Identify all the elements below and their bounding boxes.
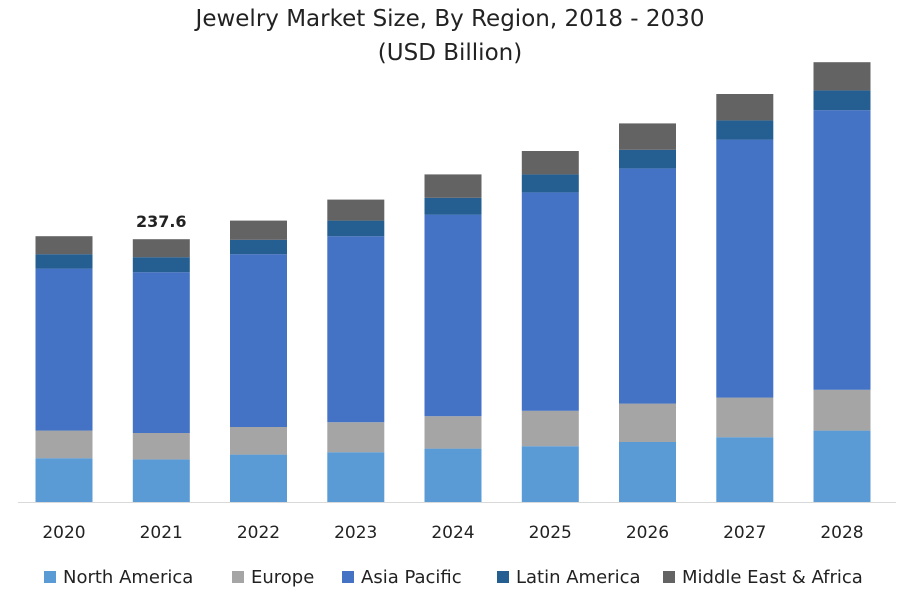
bar-segment-2028-north-america — [813, 430, 871, 502]
bar-segment-2020-europe — [35, 430, 93, 459]
bar-segment-2023-latin-america — [327, 220, 385, 237]
bar-segment-2028-europe — [813, 389, 871, 431]
bar-segment-2024-north-america — [424, 448, 482, 502]
x-tick-label: 2024 — [431, 523, 474, 543]
bar-segment-2027-latin-america — [716, 120, 774, 140]
bar-segment-2023-asia-pacific — [327, 236, 385, 423]
x-tick-label: 2022 — [237, 523, 280, 543]
bar-segment-2020-asia-pacific — [35, 268, 93, 431]
bar-segment-2022-north-america — [230, 454, 287, 502]
bar-segment-2027-middle-east-africa — [716, 94, 774, 121]
bar-segment-2028-latin-america — [813, 90, 871, 111]
bar-segment-2028-asia-pacific — [813, 110, 871, 390]
bar-segment-2021-europe — [132, 433, 190, 460]
bar-segment-2025-middle-east-africa — [521, 151, 579, 175]
bar-segment-2024-europe — [424, 416, 482, 449]
bar-segment-2026-asia-pacific — [619, 168, 676, 404]
legend-item: North America — [44, 564, 193, 590]
legend-item: Asia Pacific — [342, 564, 462, 590]
legend-label: Latin America — [516, 566, 641, 588]
legend-item: Latin America — [497, 564, 641, 590]
bar-segment-2027-asia-pacific — [716, 139, 774, 398]
chart-title: Jewelry Market Size, By Region, 2018 - 2… — [195, 6, 705, 32]
bar-segment-2024-middle-east-africa — [424, 174, 482, 198]
legend-label: North America — [63, 566, 194, 588]
bar-segment-2025-asia-pacific — [521, 192, 579, 411]
legend-swatch — [342, 571, 354, 583]
bar-segment-2027-north-america — [716, 437, 774, 502]
bar-segment-2024-latin-america — [424, 197, 482, 215]
legend-swatch — [232, 571, 244, 583]
legend-item: Europe — [232, 564, 314, 590]
bar-segment-2028-middle-east-africa — [813, 62, 871, 91]
bar-segment-2021-asia-pacific — [132, 272, 190, 433]
bar-segment-2022-latin-america — [230, 239, 287, 255]
bar-segment-2027-europe — [716, 397, 774, 438]
bar-segment-2020-north-america — [35, 458, 93, 502]
x-tick-label: 2025 — [529, 523, 572, 543]
legend-label: Asia Pacific — [361, 566, 462, 588]
x-tick-label: 2021 — [140, 523, 183, 543]
bar-segment-2021-north-america — [132, 459, 190, 502]
bar-segment-2023-europe — [327, 422, 385, 453]
legend-swatch — [44, 571, 56, 583]
bar-segment-2022-middle-east-africa — [230, 220, 287, 240]
bar-segment-2025-latin-america — [521, 174, 579, 193]
legend-label: Middle East & Africa — [682, 566, 863, 588]
legend-swatch — [663, 571, 675, 583]
bar-segment-2023-middle-east-africa — [327, 199, 385, 221]
bar-segment-2022-europe — [230, 427, 287, 455]
x-tick-label: 2023 — [334, 523, 377, 543]
bar-segment-2024-asia-pacific — [424, 214, 482, 417]
bar-segment-2021-middle-east-africa — [132, 239, 190, 258]
x-tick-label: 2028 — [820, 523, 863, 543]
data-label: 237.6 — [136, 212, 187, 231]
bar-segment-2021-latin-america — [132, 257, 190, 273]
bar-segment-2020-middle-east-africa — [35, 236, 93, 255]
x-tick-label: 2020 — [42, 523, 85, 543]
bar-segment-2026-north-america — [619, 442, 676, 502]
legend-item: Middle East & Africa — [663, 564, 863, 590]
bar-segment-2026-middle-east-africa — [619, 123, 676, 150]
bar-segment-2026-europe — [619, 403, 676, 442]
x-tick-label: 2027 — [723, 523, 766, 543]
x-tick-label: 2026 — [626, 523, 669, 543]
bar-segment-2026-latin-america — [619, 149, 676, 169]
chart-subtitle: (USD Billion) — [377, 40, 523, 66]
legend-swatch — [497, 571, 509, 583]
legend-label: Europe — [251, 566, 315, 588]
bar-segment-2025-north-america — [521, 446, 579, 502]
bar-segment-2020-latin-america — [35, 254, 93, 269]
legend: North America Europe Asia Pacific Latin Ame… — [0, 564, 900, 590]
bar-segment-2022-asia-pacific — [230, 254, 287, 427]
bar-segment-2025-europe — [521, 410, 579, 447]
bar-segment-2023-north-america — [327, 452, 385, 502]
